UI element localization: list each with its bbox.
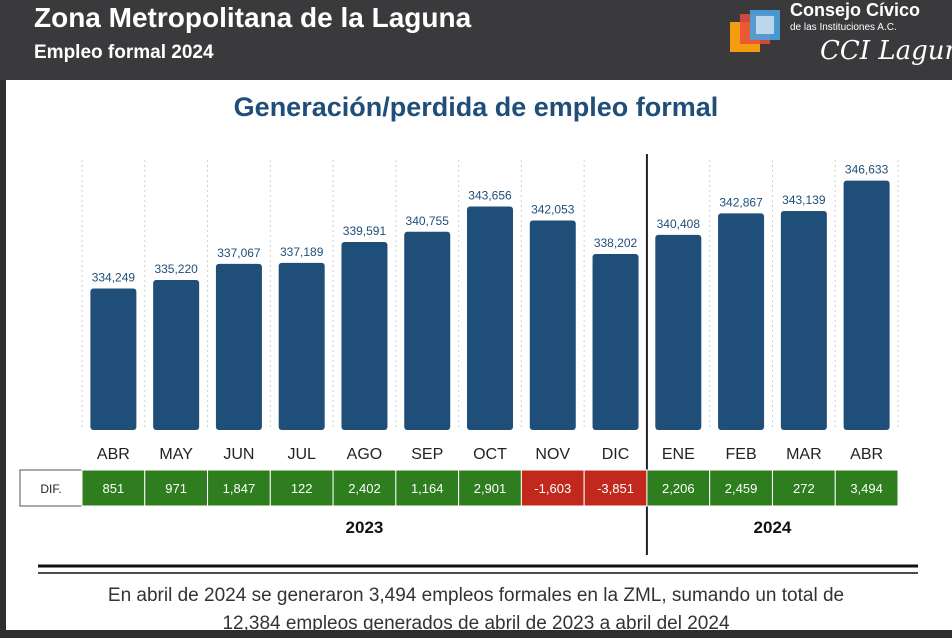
bar [215,263,262,430]
category-label: AGO [347,446,383,463]
diff-cell [207,469,271,507]
diff-value: 3,494 [850,481,883,496]
diff-cell [646,469,711,507]
footnote: En abril de 2024 se generaron 3,494 empl… [0,582,952,638]
category-label: DIC [602,446,630,463]
bar [843,180,890,430]
bar [404,231,451,430]
bar [780,211,827,430]
bar-value-label: 343,656 [468,189,512,203]
diff-value: 1,164 [411,481,444,496]
bar-value-label: 340,755 [406,214,450,228]
bar-value-label: 339,591 [343,224,387,238]
year-label: 2024 [754,518,792,537]
chart-title: Generación/perdida de empleo formal [233,92,719,122]
category-label: ABR [97,446,130,463]
bar [341,241,388,430]
diff-cell [458,469,522,507]
category-label: ABR [850,446,883,463]
diff-value: 272 [793,481,815,496]
bar [529,220,576,430]
diff-cell [520,469,585,507]
bar-value-label: 342,053 [531,203,575,217]
bar [592,254,639,430]
bar-value-label: 343,139 [782,193,826,207]
bar-value-label: 346,633 [845,163,889,177]
diff-value: -3,851 [597,481,634,496]
bar [467,206,513,430]
diff-value: 851 [103,481,125,496]
diff-value: 2,459 [725,481,758,496]
logo-subtitle: de las Instituciones A.C. [790,22,897,33]
footnote-line-1: En abril de 2024 se generaron 3,494 empl… [107,585,845,606]
category-label: ENE [662,446,695,463]
diff-value: 2,402 [348,481,381,496]
category-label: JUN [223,446,254,463]
category-label: SEP [411,446,443,463]
bar-value-label: 335,220 [154,262,198,276]
year-label: 2023 [346,518,384,537]
diff-cell [395,469,460,507]
logo-name: Consejo Cívico [790,0,921,20]
page-title: Zona Metropolitana de la Laguna [34,2,472,33]
category-label: OCT [473,446,507,463]
logo-squares-icon [730,10,780,52]
bar [153,280,200,430]
diff-value: 2,901 [474,481,507,496]
category-label: JUL [287,446,316,463]
diff-cell [583,469,648,507]
bar [278,262,325,430]
diff-value: 971 [165,481,187,496]
diff-cell [332,469,397,507]
diff-value: -1,603 [534,481,571,496]
logo: Consejo Cívico de las Instituciones A.C.… [726,0,952,80]
footnote-line-2: 12,384 empleos generados de abril de 202… [222,613,730,634]
bar-value-label: 337,189 [280,245,324,259]
diff-cell [771,469,836,507]
diff-value: 2,206 [662,481,695,496]
diff-value: 1,847 [223,481,256,496]
bar [90,288,137,430]
bar [718,213,765,430]
category-label: FEB [726,446,757,463]
bar-value-label: 334,249 [92,270,136,284]
diff-cell [144,469,209,507]
bar-value-label: 340,408 [657,217,701,231]
bar-value-label: 338,202 [594,236,638,250]
bar [655,234,702,430]
diff-label-cell [19,469,83,507]
diff-cell [834,469,899,507]
logo-script: CCI Laguna [820,36,952,66]
page-subtitle: Empleo formal 2024 [34,42,214,63]
category-label: NOV [535,446,570,463]
diff-label: DIF. [40,482,61,496]
category-label: MAR [786,446,822,463]
bar-value-label: 337,067 [217,246,261,260]
header-bar: Zona Metropolitana de la Laguna Empleo f… [0,0,952,80]
bar-value-label: 342,867 [719,195,763,209]
diff-cell [269,469,334,507]
category-label: MAY [159,446,193,463]
diff-value: 122 [291,481,313,496]
